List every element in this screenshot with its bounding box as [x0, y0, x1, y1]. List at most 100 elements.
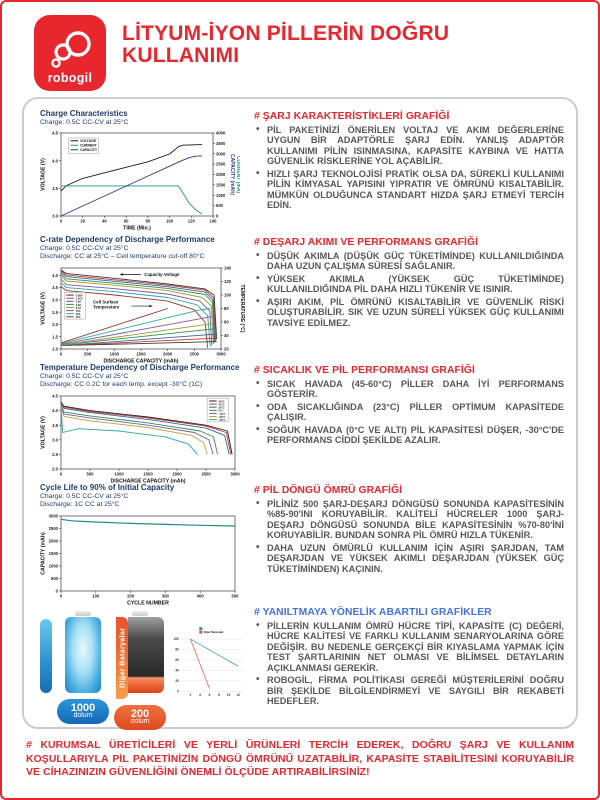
chart-subtitle: Discharge: 1C CC at 25°C	[40, 501, 120, 509]
chart-panel-crate: C-rate Dependency of Discharge Performan…	[34, 235, 246, 364]
section-misleading-graphs: # YANILTMAYA YÖNELİK ABARTILI GRAFİKLER …	[246, 605, 568, 709]
svg-text:2000: 2000	[172, 471, 182, 476]
footer-statement: # KURUMSAL ÜRETİCİLERİ VE YERLİ ÜRÜNLERİ…	[26, 740, 574, 779]
section-heading: # PİL DÖNGÜ ÖMRÜ GRAFİĞİ	[254, 485, 403, 496]
badge-value: 1000	[70, 701, 96, 714]
svg-text:40: 40	[175, 669, 179, 673]
section-cycle-life: # PİL DÖNGÜ ÖMRÜ GRAFİĞİ PİLİNİZ 500 ŞAR…	[246, 483, 568, 576]
svg-text:5.8A: 5.8A	[76, 303, 82, 307]
chart-title: Temperature Dependency of Discharge Perf…	[40, 363, 240, 372]
svg-text:2.0: 2.0	[52, 467, 58, 472]
svg-text:100: 100	[174, 637, 179, 641]
bullet-item: SICAK HAVADA (45-60°C) PİLLER DAHA İYİ P…	[254, 378, 564, 400]
svg-text:2.0: 2.0	[52, 322, 58, 327]
svg-text:15A: 15A	[76, 309, 81, 313]
svg-text:4.0: 4.0	[52, 408, 58, 413]
svg-text:60: 60	[224, 320, 229, 325]
cycle-life-figure: 0 100 200 300 400 500 0 500 1000 1500 2000 2500 3000…	[41, 514, 240, 606]
svg-text:-10°C: -10°C	[219, 412, 226, 416]
bullet-item: SOĞUK HAVADA (0°C VE ALTI) PİL KAPASİTES…	[254, 424, 564, 446]
cycle-badge-1000: 1000 dolum	[57, 699, 109, 724]
svg-text:3.5: 3.5	[52, 186, 58, 191]
svg-text:1500: 1500	[143, 471, 153, 476]
row-cycle-life: Cycle Life to 90% of Initial Capacity Ch…	[34, 483, 568, 606]
svg-text:DISCHARGE CAPACITY (mAh): DISCHARGE CAPACITY (mAh)	[110, 478, 185, 484]
bullet-item: YÜKSEK AKIMLA (YÜKSEK GÜÇ TÜKETİMİNDE) K…	[254, 273, 564, 295]
svg-text:500: 500	[87, 471, 95, 476]
bullet-list: PİLLERİN KULLANIM ÖMRÜ HÜCRE TİPİ, KAPAS…	[254, 620, 564, 707]
svg-text:DISCHARGE CAPACITY (mAh): DISCHARGE CAPACITY (mAh)	[103, 358, 178, 364]
battery-body-full	[65, 617, 101, 693]
bullet-item: PİLLERİN KULLANIM ÖMRÜ HÜCRE TİPİ, KAPAS…	[254, 620, 564, 673]
svg-text:VOLTAGE (V): VOLTAGE (V)	[41, 292, 47, 325]
svg-text:0°C: 0°C	[219, 409, 223, 413]
other-battery: Diğer Bataryalar 200 dolum	[114, 611, 166, 730]
svg-text:4.0: 4.0	[52, 159, 58, 164]
svg-text:1000: 1000	[110, 351, 120, 356]
svg-text:3000: 3000	[49, 514, 59, 519]
svg-text:20A: 20A	[76, 312, 81, 316]
section-discharge-current: # DEŞARJ AKIMI VE PERFORMANS GRAFİĞİ DÜŞ…	[246, 235, 568, 330]
svg-text:140: 140	[210, 219, 218, 224]
chart-title: C-rate Dependency of Discharge Performan…	[40, 235, 215, 244]
section-charge: # ŞARJ KARAKTERİSTİKLERİ GRAFİĞİ PİL PAK…	[246, 109, 568, 213]
robogil-battery: 1000 dolum	[57, 611, 109, 724]
chart-subtitle: Charge: 0.5C CC-CV at 25°C	[40, 245, 129, 252]
svg-text:20: 20	[175, 679, 179, 683]
svg-text:0: 0	[216, 214, 219, 219]
svg-text:6: 6	[209, 693, 211, 697]
svg-text:1.45A: 1.45A	[76, 297, 83, 301]
chart-subtitle: Charge: 0.5C CC-CV at 25°C	[40, 119, 129, 126]
svg-text:12: 12	[236, 693, 240, 697]
svg-text:VOLTAGE (V): VOLTAGE (V)	[41, 158, 47, 191]
svg-text:200: 200	[127, 593, 135, 598]
svg-text:1.0: 1.0	[52, 347, 58, 352]
robogil-logo: robogil	[34, 15, 106, 91]
svg-text:2000: 2000	[49, 539, 59, 544]
svg-text:3.0: 3.0	[52, 297, 58, 302]
svg-text:25A: 25A	[76, 315, 81, 319]
battery-illustration-panel: 1000 dolum Diğer Bataryalar 200 dolum	[34, 605, 246, 730]
svg-text:140: 140	[224, 266, 232, 271]
chart-panel-cycle-life: Cycle Life to 90% of Initial Capacity Ch…	[34, 483, 246, 606]
svg-text:0: 0	[60, 219, 63, 224]
svg-text:TEMPERATURE (°C): TEMPERATURE (°C)	[239, 284, 245, 332]
svg-text:4: 4	[199, 693, 201, 697]
svg-text:2000: 2000	[163, 351, 173, 356]
row-crate-discharge: C-rate Dependency of Discharge Performan…	[34, 235, 568, 364]
robogil-circles-icon	[51, 31, 91, 68]
svg-text:VOLTAGE: VOLTAGE	[80, 140, 97, 144]
bullet-item: DAHA UZUN ÖMÜRLÜ KULLANIM İÇİN AŞIRI ŞAR…	[254, 542, 564, 574]
header: robogil LİTYUM-İYON PİLLERİN DOĞRU KULLA…	[0, 0, 600, 91]
battery-body-empty	[128, 617, 164, 693]
svg-text:1000: 1000	[49, 564, 59, 569]
battery-level-bar	[40, 619, 52, 693]
svg-text:40: 40	[102, 219, 107, 224]
svg-text:120: 120	[188, 219, 196, 224]
svg-text:60: 60	[175, 658, 179, 662]
battery-cap	[75, 611, 91, 616]
svg-text:8: 8	[218, 693, 220, 697]
svg-text:CURRENT (mA): CURRENT (mA)	[235, 156, 240, 194]
svg-text:10: 10	[227, 693, 231, 697]
svg-text:300: 300	[162, 593, 170, 598]
svg-text:4000: 4000	[216, 131, 226, 136]
svg-text:Cell Surface: Cell Surface	[93, 300, 119, 305]
svg-text:CAPACITY: CAPACITY	[80, 149, 98, 153]
svg-text:0: 0	[60, 471, 63, 476]
chart-subtitle: Discharge: CC at 25°C – Cell temperature…	[40, 253, 205, 261]
svg-text:100: 100	[224, 293, 232, 298]
brand-text: robogil	[47, 71, 93, 85]
bullet-item: AŞIRI AKIM, PİL ÖMRÜNÜ KISALTABİLİR VE G…	[254, 296, 564, 328]
svg-text:3.5: 3.5	[52, 423, 58, 428]
svg-text:80: 80	[175, 648, 179, 652]
svg-text:2000: 2000	[216, 173, 226, 178]
svg-text:1500: 1500	[216, 183, 226, 188]
charge-characteristics-figure: 0 20 40 60 80 100 120 140 3.0 3.5 4.0 4.5 0 500 1000 15…	[41, 131, 241, 231]
svg-text:Temperature: Temperature	[93, 305, 120, 310]
svg-text:120: 120	[224, 279, 232, 284]
svg-text:1500: 1500	[49, 551, 59, 556]
svg-text:80: 80	[146, 219, 151, 224]
svg-text:500: 500	[232, 593, 240, 598]
svg-text:2: 2	[189, 693, 191, 697]
